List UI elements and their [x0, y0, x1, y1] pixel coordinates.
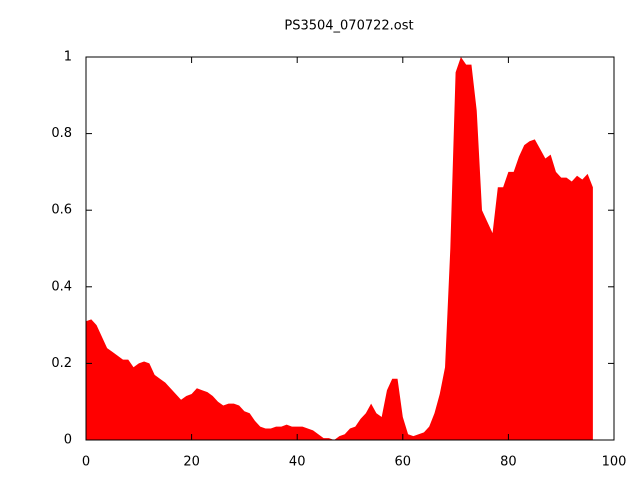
x-tick-label: 40	[289, 455, 306, 470]
x-tick-label: 60	[395, 455, 412, 470]
x-tick-label: 100	[602, 455, 627, 470]
y-tick-label: 1	[64, 50, 72, 65]
y-tick-label: 0.8	[51, 126, 72, 141]
y-tick-label: 0.6	[51, 203, 72, 218]
x-tick-label: 80	[500, 455, 517, 470]
area	[86, 57, 593, 440]
chart-title: PS3504_070722.ost	[284, 19, 413, 34]
x-tick-label: 20	[183, 455, 200, 470]
y-tick-label: 0	[64, 433, 72, 448]
y-tick-label: 0.4	[51, 279, 72, 294]
x-tick-label: 0	[82, 455, 90, 470]
y-tick-label: 0.2	[51, 356, 72, 371]
plot-frame	[85, 56, 615, 441]
